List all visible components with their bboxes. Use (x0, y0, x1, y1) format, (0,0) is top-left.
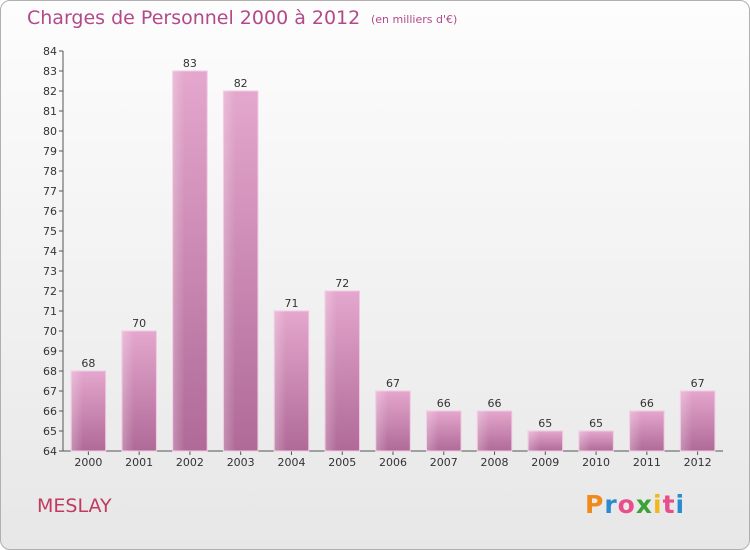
x-tick-label: 2006 (379, 456, 407, 469)
x-tick-label: 2005 (328, 456, 356, 469)
bar-highlight-2003 (223, 91, 236, 451)
bar-value-label: 65 (538, 417, 552, 430)
y-tick-label: 65 (43, 425, 57, 438)
y-tick-label: 69 (43, 345, 57, 358)
y-tick-label: 67 (43, 385, 57, 398)
y-tick-label: 77 (43, 185, 57, 198)
bar-highlight-2012 (680, 391, 693, 451)
x-tick-label: 2010 (582, 456, 610, 469)
logo-letter: i (675, 490, 686, 519)
bar-value-label: 83 (183, 57, 197, 70)
bar-highlight-2000 (71, 371, 84, 451)
bar-highlight-2006 (375, 391, 388, 451)
logo-letter: P (585, 490, 605, 519)
x-axis: 2000 2001 2002 2003 2004 2005 2006 2007 2008 2009… (63, 450, 723, 469)
bar-highlight-2002 (172, 71, 185, 451)
x-tick-label: 2008 (481, 456, 509, 469)
logo-letter: r (604, 490, 618, 519)
bar-highlight-2005 (324, 291, 338, 451)
x-tick-label: 2004 (277, 456, 305, 469)
x-tick-label: 2000 (74, 456, 102, 469)
x-tick-label: 2002 (176, 456, 204, 469)
y-tick-label: 72 (43, 285, 57, 298)
bar-value-label: 65 (589, 417, 603, 430)
bar-highlight-2001 (121, 331, 134, 451)
bar-value-label: 66 (488, 397, 502, 410)
bar-value-label: 66 (640, 397, 654, 410)
x-tick-label: 2009 (531, 456, 559, 469)
bar-value-label: 66 (437, 397, 451, 410)
y-tick-label: 66 (43, 405, 57, 418)
commune-name: MESLAY (37, 495, 112, 517)
y-tick-label: 84 (43, 45, 57, 58)
y-tick-label: 70 (43, 325, 57, 338)
y-tick-label: 74 (43, 245, 57, 258)
x-tick-label: 2003 (227, 456, 255, 469)
bar-highlight-2011 (629, 411, 642, 451)
y-tick-label: 78 (43, 165, 57, 178)
chart-title: Charges de Personnel 2000 à 2012 (27, 7, 361, 29)
x-tick-label: 2012 (684, 456, 712, 469)
bar-highlight-2010 (578, 431, 591, 451)
bar-value-label: 71 (284, 297, 298, 310)
chart-subtitle: (en milliers d'€) (371, 13, 458, 26)
x-tick-label: 2007 (430, 456, 458, 469)
y-tick-label: 71 (43, 305, 57, 318)
y-tick-label: 81 (43, 105, 57, 118)
y-tick-label: 64 (43, 445, 57, 458)
bar-highlight-2004 (274, 311, 287, 451)
y-tick-label: 83 (43, 65, 57, 78)
y-tick-label: 68 (43, 365, 57, 378)
bar-value-label: 72 (335, 277, 349, 290)
bar-value-label: 67 (386, 377, 400, 390)
y-tick-label: 82 (43, 85, 57, 98)
x-tick-label: 2011 (633, 456, 661, 469)
y-tick-label: 76 (43, 205, 57, 218)
y-tick-label: 80 (43, 125, 57, 138)
bar-value-label: 70 (132, 317, 146, 330)
y-tick-label: 79 (43, 145, 57, 158)
x-tick-label: 2001 (125, 456, 153, 469)
logo-letter: o (617, 490, 636, 519)
bar-highlight-2008 (477, 411, 490, 451)
bar-highlight-2007 (426, 411, 439, 451)
bar-value-label: 82 (234, 77, 248, 90)
logo-letter: t (662, 490, 676, 519)
proxiti-logo[interactable]: Proxiti (585, 490, 685, 519)
logo-letter: x (635, 490, 653, 519)
bar-value-label: 67 (691, 377, 705, 390)
y-axis: 64 65 66 67 68 69 70 71 72 73 74 75 76 77 78 79 80 81 82 83… (43, 45, 64, 458)
bar-highlight-2009 (528, 431, 541, 451)
y-tick-label: 73 (43, 265, 57, 278)
logo-letter: i (653, 490, 663, 519)
bar-value-label: 68 (81, 357, 95, 370)
y-tick-label: 75 (43, 225, 57, 238)
bars: 68 70 83 82 71 72 67 66 66 65 65 66 67 (70, 57, 716, 452)
